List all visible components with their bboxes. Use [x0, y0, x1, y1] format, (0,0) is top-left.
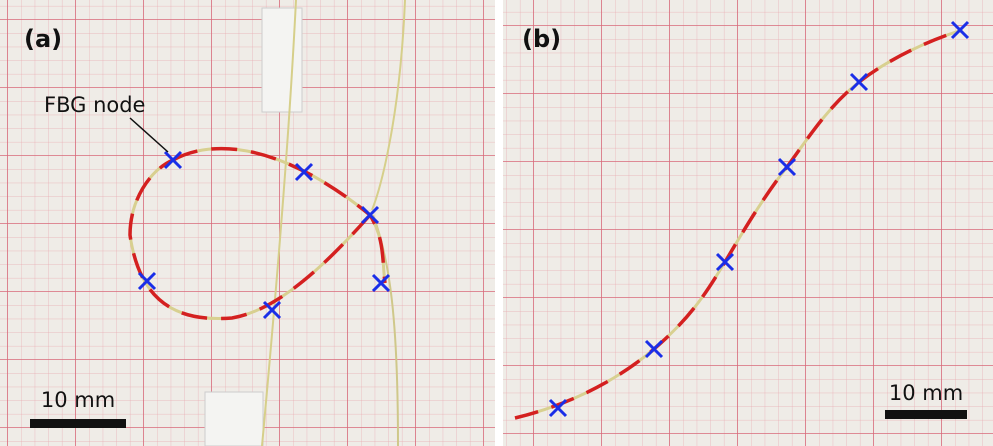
scale-bar: [30, 419, 126, 428]
panel-b: (b) 10 mm: [503, 0, 993, 446]
page: (a) FBG node 10 mm (b) 10 mm (() => { co…: [0, 0, 993, 446]
panel-a: (a) FBG node 10 mm: [0, 0, 495, 446]
scale-bar: [885, 410, 967, 419]
scale-bar-label: 10 mm: [41, 388, 115, 412]
figure: (a) FBG node 10 mm (b) 10 mm: [0, 0, 993, 446]
panel-label: (b): [522, 25, 561, 53]
scale-bar-label: 10 mm: [889, 381, 963, 405]
panel-label: (a): [24, 25, 62, 53]
annotation: FBG node: [44, 93, 145, 117]
